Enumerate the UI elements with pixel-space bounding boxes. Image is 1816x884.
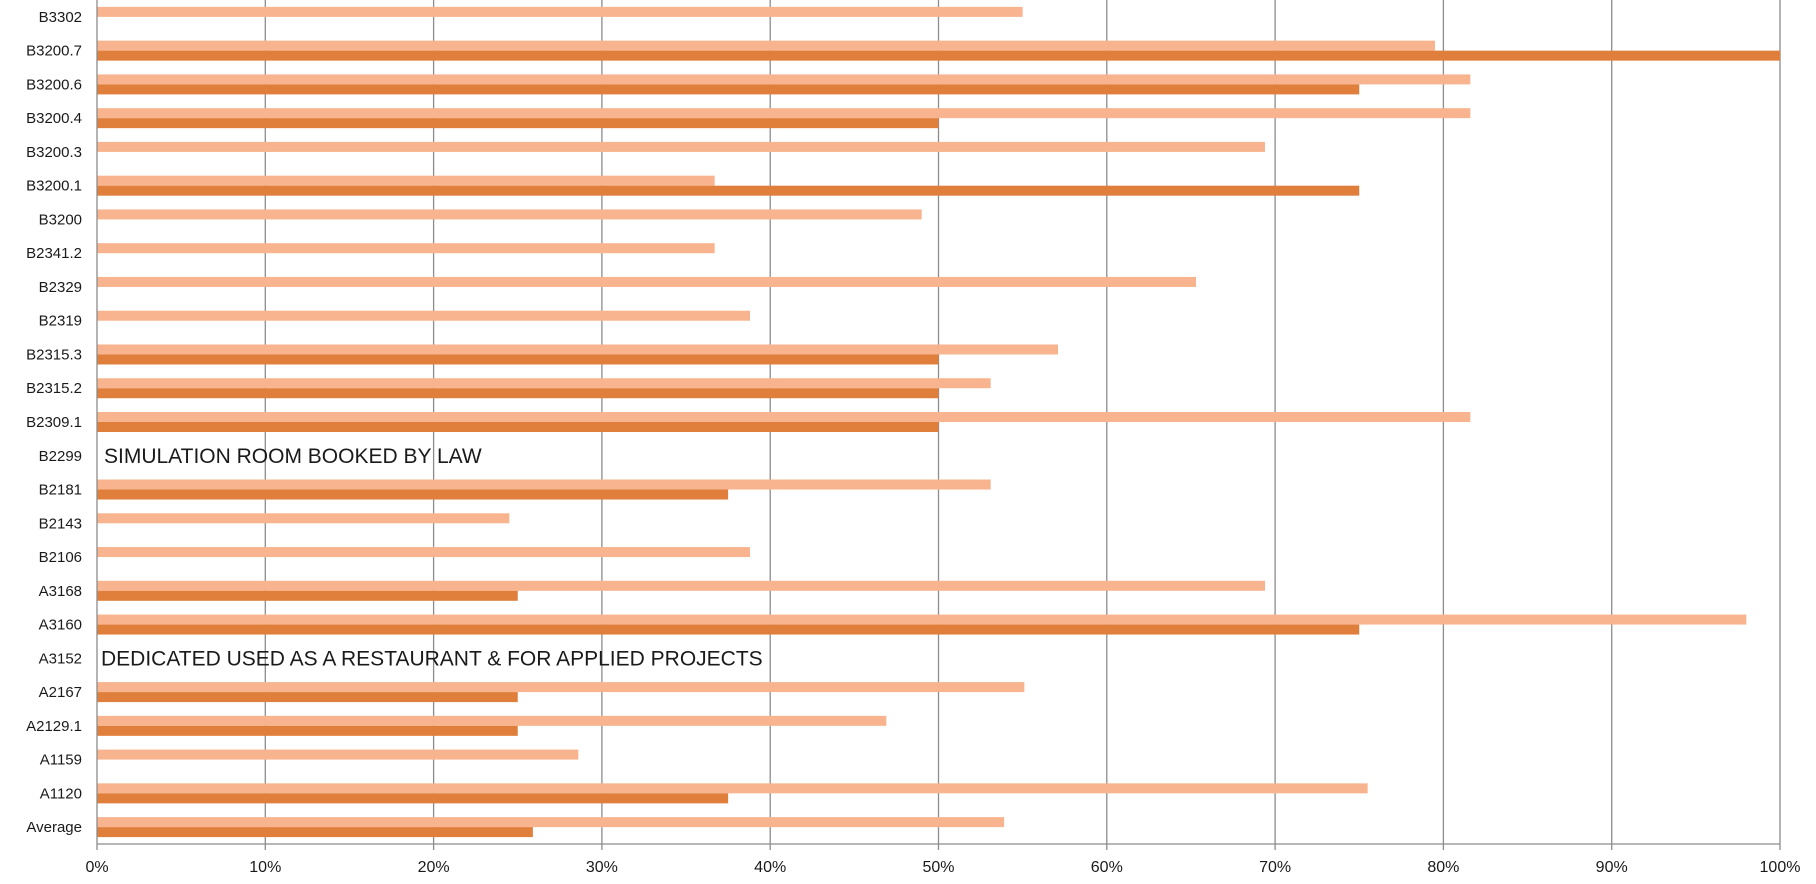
category-label: B3200.7 (26, 43, 82, 60)
category-label: B2106 (39, 549, 82, 566)
category-label: A1120 (40, 785, 82, 802)
x-tick-label: 60% (1091, 859, 1123, 876)
x-tick-label: 80% (1427, 859, 1459, 876)
bar-series-2 (97, 185, 1360, 196)
bar-series-1 (97, 412, 1471, 422)
category-label: B2143 (39, 515, 82, 532)
bar-series-1 (97, 479, 991, 490)
category-label: B2309.1 (26, 414, 82, 431)
category-label: B2329 (39, 279, 82, 296)
bar-series-2 (97, 793, 729, 804)
axes (96, 0, 1781, 850)
bar-series-1 (97, 817, 1005, 828)
bar-series-2 (97, 354, 939, 365)
category-label: A2167 (39, 684, 82, 701)
category-label: B2319 (39, 313, 82, 330)
bar-series-1 (97, 108, 1471, 119)
bar-series-2 (97, 489, 729, 500)
bar-series-1 (97, 40, 1435, 51)
bar-series-1 (97, 378, 991, 389)
x-tick-label: 50% (922, 859, 954, 876)
category-label: B2341.2 (26, 245, 82, 262)
bar-series-1 (97, 547, 751, 558)
x-tick-label: 30% (586, 859, 618, 876)
x-tick-label: 10% (249, 859, 281, 876)
category-label: B3200.1 (26, 178, 82, 195)
category-label: A2129.1 (26, 718, 82, 735)
x-tick-label: 20% (418, 859, 450, 876)
bar-series-1 (97, 614, 1747, 625)
category-label: B3200.3 (26, 144, 82, 161)
bars (97, 6, 1780, 838)
bar-series-1 (97, 175, 715, 186)
bar-series-2 (97, 692, 518, 703)
category-label: B2315.3 (26, 346, 82, 363)
annotation-text: SIMULATION ROOM BOOKED BY LAW (104, 445, 482, 468)
category-labels: B3302 B3200.7 B3200.6 B3200.4 B3200.3 B3200.1… (26, 9, 82, 836)
x-tick-label: 100% (1760, 859, 1801, 876)
bar-series-1 (97, 243, 715, 254)
bar-series-1 (97, 749, 579, 760)
bar-series-2 (97, 84, 1360, 95)
category-label: A1159 (40, 752, 82, 769)
category-label: B2315.2 (26, 380, 82, 397)
x-tick-label: 90% (1596, 859, 1628, 876)
bar-series-1 (97, 580, 1266, 591)
bar-series-1 (97, 74, 1471, 85)
category-label: B2181 (39, 482, 82, 499)
annotation-text: DEDICATED USED AS A RESTAURANT & FOR APP… (101, 647, 763, 670)
annotations: SIMULATION ROOM BOOKED BY LAW DEDICATED U… (101, 445, 763, 671)
category-label: B2299 (39, 448, 82, 465)
category-label: Average (26, 819, 82, 836)
bar-series-1 (97, 310, 751, 321)
bar-series-1 (97, 682, 1025, 693)
category-label: A3152 (39, 650, 82, 667)
category-label: B3200 (39, 211, 82, 228)
bar-series-2 (97, 422, 939, 432)
bar-series-1 (97, 209, 922, 220)
bar-series-2 (97, 50, 1780, 61)
bar-series-1 (97, 783, 1368, 794)
x-tick-labels: 0% 10% 20% 30% 40% 50% 60% 70% 80% 90% 100% (85, 859, 1800, 876)
bar-series-2 (97, 590, 518, 601)
category-label: B3200.6 (26, 76, 82, 93)
bar-series-1 (97, 344, 1058, 355)
bar-series-2 (97, 624, 1360, 635)
bar-series-1 (97, 141, 1266, 152)
bar-series-2 (97, 725, 518, 736)
bar-series-2 (97, 388, 939, 399)
category-label: A3168 (39, 583, 82, 600)
bar-series-1 (97, 513, 510, 524)
bar-series-1 (97, 715, 887, 726)
bar-series-1 (97, 276, 1196, 287)
x-tick-label: 70% (1259, 859, 1291, 876)
x-tick-label: 40% (754, 859, 786, 876)
bar-series-1 (97, 6, 1023, 17)
category-label: B3200.4 (26, 110, 82, 127)
category-label: A3160 (39, 617, 82, 634)
x-tick-label: 0% (85, 859, 108, 876)
bar-series-2 (97, 827, 533, 838)
category-label: B3302 (39, 9, 82, 26)
bar-series-2 (97, 118, 939, 129)
